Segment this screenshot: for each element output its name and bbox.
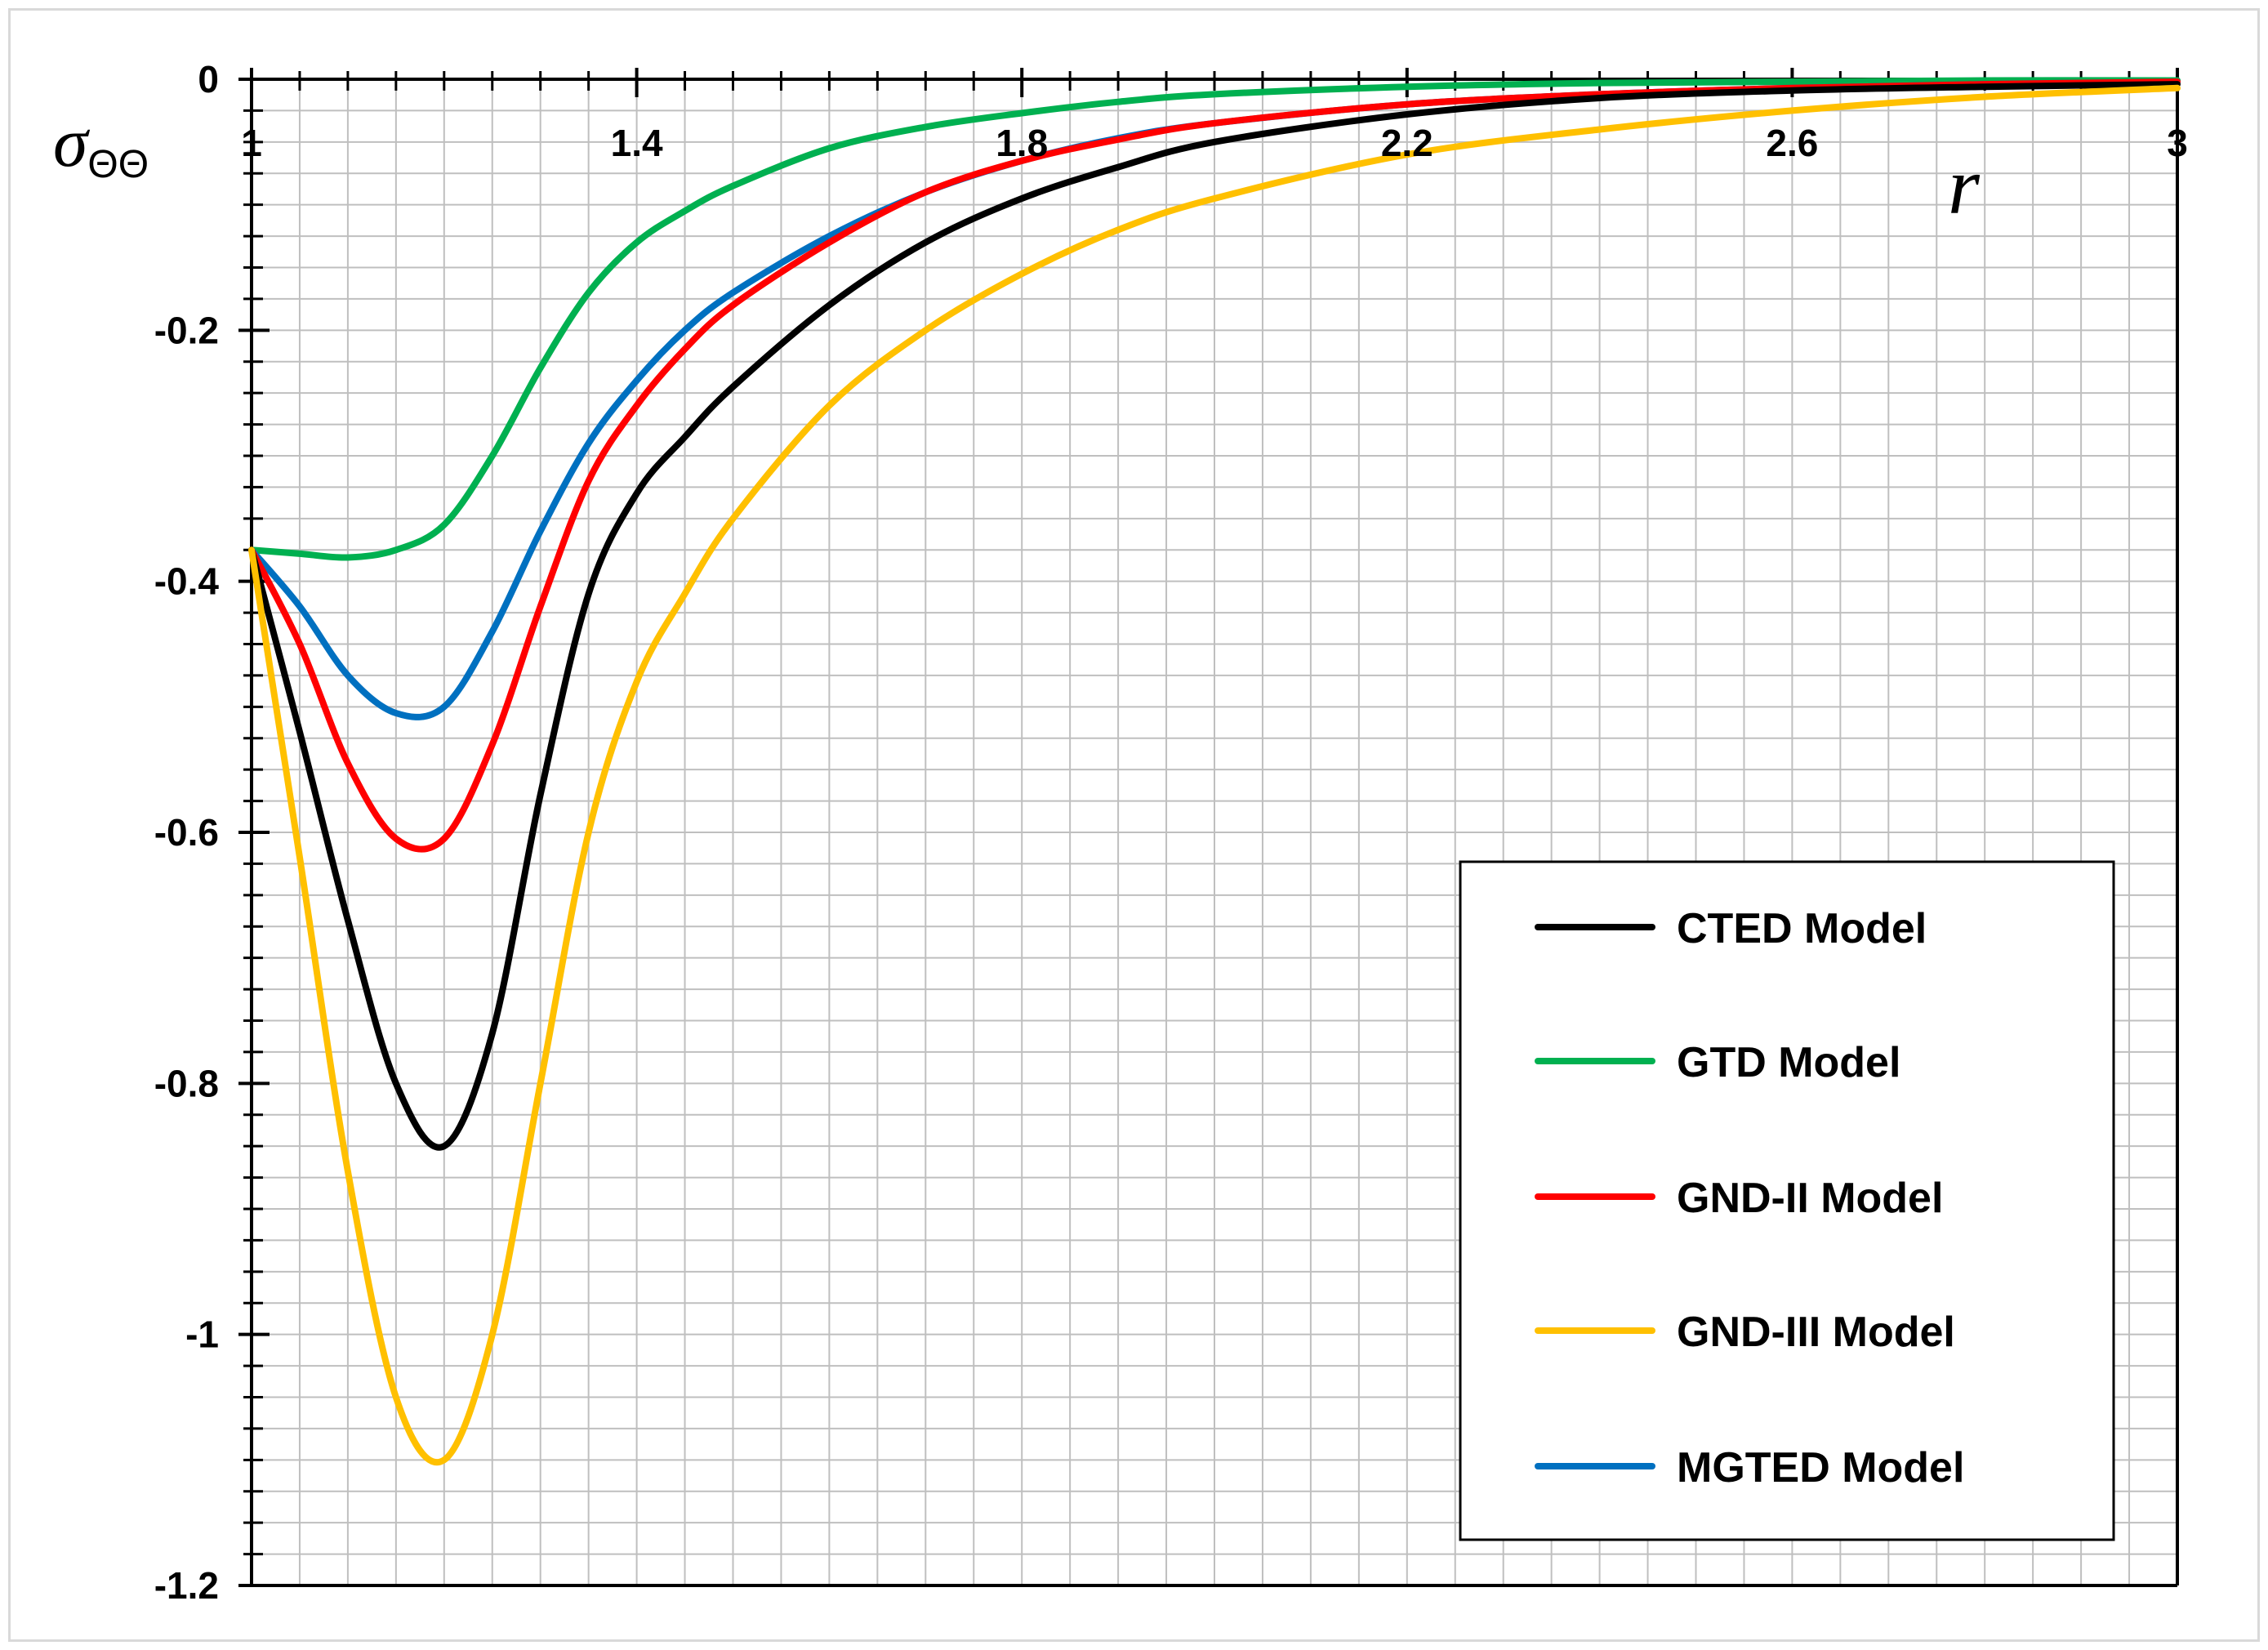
x-tick-label: 2.6 [1766,122,1818,164]
legend-box [1459,860,2115,1541]
legend-label: GND-II Model [1677,1175,1943,1222]
legend-items: CTED Model GTD Model GND-II Model GND-III M… [1535,905,1964,1492]
x-tick-label: 1.8 [996,122,1048,164]
y-tick-label: -0.6 [154,811,219,854]
legend-label: CTED Model [1677,905,1927,952]
chart-frame: 1 1.4 1.8 2.2 2.6 3 0 -0.2 -0.4 -0.6 -0.8 -1 -1.2 σΘ… [8,8,2260,1642]
y-axis-title: σΘΘ [53,103,149,186]
y-tick-label: -0.8 [154,1062,219,1104]
y-tick-label: -0.4 [154,560,220,603]
legend-label: MGTED Model [1677,1444,1964,1492]
series-line-cted-model [248,81,2181,1151]
y-tick-label: -0.2 [154,309,219,351]
series-line-gtd-model [248,77,2181,561]
y-tick-label: -1.2 [154,1564,219,1607]
y-tick-label: -1 [185,1313,219,1356]
y-axis-subscript: ΘΘ [87,143,149,186]
y-axis-symbol: σ [53,103,91,181]
x-tick-label: 3 [2167,122,2188,164]
line-chart: 1 1.4 1.8 2.2 2.6 3 0 -0.2 -0.4 -0.6 -0.8 -1 -1.2 σΘ… [53,58,2188,1607]
x-axis-title: r [1948,140,1981,231]
x-tick-label: 1.4 [611,122,663,164]
series-layer [248,77,2181,1466]
y-tick-label: 0 [198,58,219,100]
legend-label: GTD Model [1677,1039,1900,1086]
legend: CTED Model GTD Model GND-II Model GND-III M… [1459,860,2115,1541]
x-tick-label: 1 [241,122,262,164]
series-line-gnd-iii-model [248,84,2181,1466]
x-tick-label: 2.2 [1381,122,1433,164]
tick-label-layer: 1 1.4 1.8 2.2 2.6 3 0 -0.2 -0.4 -0.6 -0.8 -1 -1.2 [154,58,2188,1607]
legend-label: GND-III Model [1677,1309,1955,1356]
